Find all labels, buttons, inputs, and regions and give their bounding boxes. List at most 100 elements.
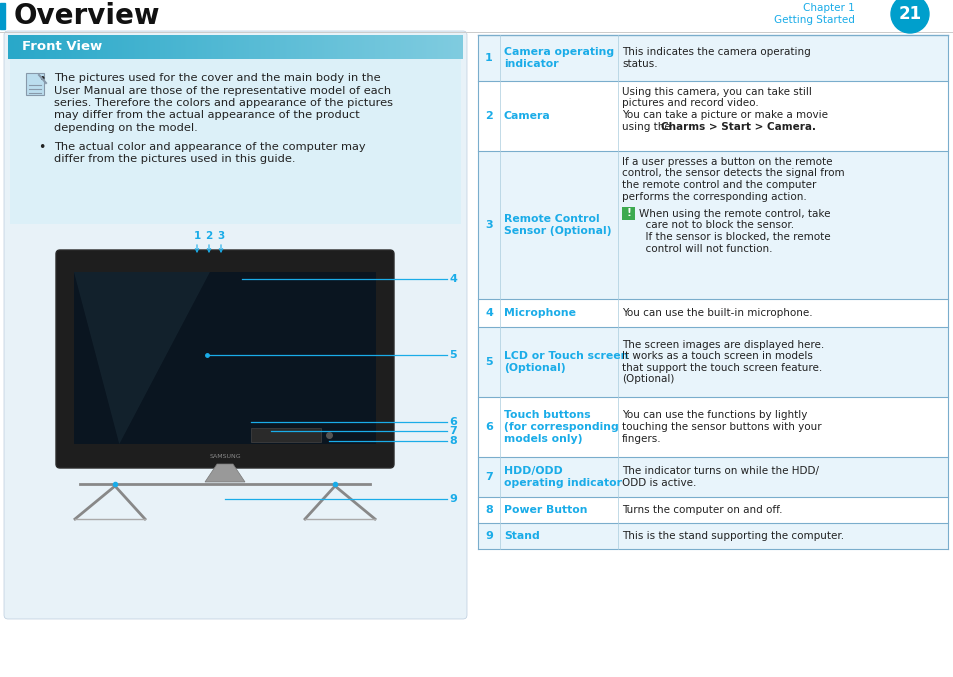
Text: 5: 5: [449, 349, 456, 359]
Bar: [365, 35, 366, 59]
Text: •: •: [38, 141, 46, 154]
Bar: [295, 35, 296, 59]
Bar: [43, 35, 44, 59]
Bar: [25, 35, 26, 59]
Bar: [111, 35, 112, 59]
Bar: [262, 35, 263, 59]
Bar: [57, 35, 58, 59]
Bar: [328, 35, 329, 59]
Bar: [119, 35, 120, 59]
Bar: [264, 35, 265, 59]
Bar: [459, 35, 460, 59]
Bar: [307, 35, 308, 59]
Bar: [312, 35, 313, 59]
Bar: [198, 35, 199, 59]
Bar: [283, 35, 284, 59]
Text: models only): models only): [503, 433, 582, 443]
Bar: [247, 35, 248, 59]
Bar: [0, 3, 5, 29]
Bar: [429, 35, 430, 59]
Bar: [89, 35, 90, 59]
Bar: [39, 35, 40, 59]
Bar: [80, 35, 81, 59]
Text: LCD or Touch screen: LCD or Touch screen: [503, 351, 628, 362]
Bar: [435, 35, 436, 59]
Bar: [477, 81, 947, 151]
Bar: [311, 35, 312, 59]
Bar: [418, 35, 419, 59]
Bar: [212, 35, 213, 59]
Bar: [421, 35, 422, 59]
Bar: [268, 35, 269, 59]
Bar: [460, 35, 461, 59]
Bar: [11, 35, 12, 59]
Bar: [448, 35, 449, 59]
Bar: [27, 35, 28, 59]
Bar: [204, 35, 205, 59]
Bar: [305, 35, 306, 59]
Bar: [348, 35, 349, 59]
Bar: [440, 35, 441, 59]
Bar: [229, 35, 230, 59]
Bar: [232, 35, 233, 59]
Bar: [237, 35, 239, 59]
Bar: [439, 35, 440, 59]
Text: (Optional): (Optional): [621, 374, 674, 385]
Text: The pictures used for the cover and the main body in the: The pictures used for the cover and the …: [54, 73, 380, 83]
Text: 6: 6: [484, 422, 493, 432]
Bar: [390, 35, 391, 59]
Bar: [125, 35, 126, 59]
Bar: [309, 35, 310, 59]
Bar: [52, 35, 53, 59]
Bar: [206, 35, 207, 59]
Bar: [443, 35, 444, 59]
Bar: [380, 35, 381, 59]
Bar: [477, 327, 947, 397]
Bar: [396, 35, 397, 59]
Bar: [135, 35, 136, 59]
Bar: [18, 35, 19, 59]
Bar: [187, 35, 188, 59]
Bar: [180, 35, 181, 59]
Bar: [357, 35, 358, 59]
Text: 21: 21: [898, 5, 921, 23]
Bar: [112, 35, 113, 59]
Text: control will not function.: control will not function.: [639, 244, 772, 253]
Bar: [35, 35, 36, 59]
Bar: [337, 35, 338, 59]
Bar: [267, 35, 268, 59]
Bar: [74, 272, 375, 444]
Bar: [23, 35, 24, 59]
Bar: [350, 35, 351, 59]
Bar: [45, 35, 46, 59]
Bar: [436, 35, 437, 59]
Bar: [172, 35, 173, 59]
Bar: [74, 35, 75, 59]
Bar: [344, 35, 345, 59]
Bar: [388, 35, 389, 59]
Bar: [288, 35, 289, 59]
Text: 7: 7: [485, 472, 493, 482]
Bar: [123, 35, 124, 59]
Bar: [324, 35, 325, 59]
Bar: [339, 35, 340, 59]
Bar: [33, 35, 34, 59]
Bar: [146, 35, 147, 59]
Text: 8: 8: [485, 505, 493, 515]
Text: Camera: Camera: [503, 111, 550, 121]
Text: User Manual are those of the representative model of each: User Manual are those of the representat…: [54, 85, 391, 95]
Bar: [49, 35, 50, 59]
Bar: [278, 35, 280, 59]
Bar: [228, 35, 229, 59]
Bar: [192, 35, 193, 59]
Bar: [103, 35, 104, 59]
Bar: [410, 35, 411, 59]
Bar: [104, 35, 105, 59]
Bar: [24, 35, 25, 59]
Bar: [76, 35, 77, 59]
Bar: [161, 35, 162, 59]
Bar: [359, 35, 360, 59]
Text: operating indicator: operating indicator: [503, 478, 621, 487]
Bar: [303, 35, 304, 59]
Bar: [355, 35, 356, 59]
